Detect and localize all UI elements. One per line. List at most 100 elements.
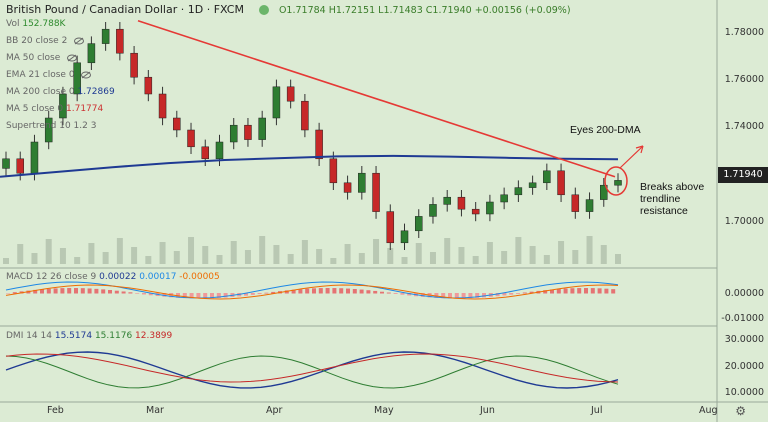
legend-ema21[interactable]: EMA 21 close 0 (6, 70, 92, 80)
volume-bar (3, 258, 9, 264)
macd-histogram-bar (128, 292, 133, 294)
candle-body (59, 93, 67, 119)
candle-body (471, 208, 480, 215)
volume-bar (188, 237, 195, 264)
ma200-value: 1.72869 (77, 87, 115, 97)
macd-histogram-bar (516, 293, 520, 294)
macd-histogram-bar (332, 288, 337, 294)
ma5-value: 1.71774 (66, 104, 104, 114)
volume-bar (429, 252, 436, 264)
macd-histogram-bar (550, 289, 554, 294)
legend-bb[interactable]: BB 20 close 2 (6, 36, 85, 46)
macd-histogram-bar (87, 288, 92, 294)
price-tick: 1.76000 (724, 74, 764, 85)
macd-histogram-bar (257, 293, 262, 295)
legend-supertrend[interactable]: Supertrend 10 1.2 3 (6, 121, 97, 131)
candle-body (2, 158, 10, 169)
macd-histogram-bar (74, 288, 78, 294)
volume-bar (401, 257, 408, 264)
annotation-breaks: Breaks above trendline resistance (640, 181, 705, 217)
volume-bar (501, 251, 508, 264)
hidden-eye-icon[interactable] (67, 54, 78, 62)
volume-bar (316, 249, 323, 264)
volume-bar (529, 246, 536, 264)
macd-histogram-bar (556, 288, 561, 294)
descending-trendline (137, 20, 616, 178)
macd-histogram-bar (162, 293, 167, 297)
date-label: Apr (266, 405, 283, 416)
legend-ma200[interactable]: MA 200 close 0 1.72869 (6, 87, 115, 97)
macd-histogram-bar (250, 293, 255, 295)
macd-histogram-bar (6, 293, 10, 294)
macd-histogram-bar (420, 293, 425, 297)
candle-body (400, 230, 409, 244)
volume-bar (273, 245, 280, 264)
volume-bar (558, 241, 565, 264)
macd-histogram-bar (509, 293, 514, 295)
candle-body (500, 194, 508, 203)
volume-bar (202, 246, 209, 264)
candle-body (514, 187, 523, 196)
macd-histogram-bar (142, 293, 146, 295)
volume-bar (259, 236, 266, 264)
hidden-eye-icon[interactable] (74, 37, 85, 45)
macd-histogram-bar (291, 289, 296, 294)
volume-bar (287, 254, 294, 264)
candle-body (543, 170, 551, 184)
price-tick: 1.78000 (724, 27, 764, 38)
candle-body (457, 196, 466, 210)
candle-body (429, 204, 437, 217)
candle-body (215, 141, 224, 160)
volume-bar (486, 242, 493, 264)
volume-bar (472, 256, 479, 264)
volume-bar (301, 240, 308, 264)
candle-body (372, 172, 380, 212)
volume-bar (74, 257, 81, 264)
symbol-title: British Pound / Canadian Dollar · 1D · F… (6, 3, 244, 16)
macd-histogram-bar (434, 293, 439, 298)
target-arrow (619, 145, 644, 169)
volume-bar (330, 258, 337, 264)
candle-body (44, 117, 53, 143)
volume-bar (244, 250, 251, 264)
macd-histogram-bar (94, 288, 99, 294)
legend-ma50[interactable]: MA 50 close (6, 53, 78, 63)
candle-body (229, 124, 238, 143)
macd-histogram-bar (244, 293, 248, 296)
volume-bar (159, 242, 166, 264)
macd-histogram-bar (604, 288, 609, 294)
settings-gear-icon[interactable]: ⚙ (735, 404, 746, 418)
macd-histogram-bar (393, 293, 398, 294)
macd-legend[interactable]: MACD 12 26 close 9 0.00022 0.00017 -0.00… (6, 272, 220, 282)
last-price-badge: 1.71940 (718, 167, 768, 183)
macd-histogram-bar (182, 293, 187, 299)
ohlc-readout: O1.71784 H1.72151 L1.71483 C1.71940 +0.0… (278, 5, 571, 16)
macd-histogram-bar (502, 293, 507, 296)
candle-body (258, 117, 266, 140)
volume-bar (230, 241, 237, 264)
macd-histogram-bar (366, 290, 371, 294)
candle-body (144, 76, 153, 95)
macd-histogram-bar (373, 290, 378, 294)
macd-histogram-bar (284, 290, 289, 294)
candle-body (301, 100, 309, 131)
dmi-legend[interactable]: DMI 14 14 15.5174 15.1176 12.3899 (6, 331, 173, 341)
macd-histogram-bar (407, 293, 412, 296)
date-label: Feb (47, 405, 64, 416)
volume-bar (515, 237, 522, 264)
volume-bar (17, 244, 24, 264)
legend-vol[interactable]: Vol 152.788K (6, 19, 66, 29)
candle-body (358, 172, 366, 193)
volume-bar (387, 248, 394, 264)
macd-histogram-bar (325, 288, 330, 294)
volume-bar (216, 255, 223, 264)
legend-ma5[interactable]: MA 5 close 0 1.71774 (6, 104, 104, 114)
macd-histogram-bar (597, 288, 602, 294)
macd-histogram-bar (101, 289, 106, 294)
price-tick: 1.74000 (724, 121, 764, 132)
macd-tick: 0.00000 (724, 288, 764, 299)
macd-histogram-bar (189, 293, 194, 299)
hidden-eye-icon[interactable] (81, 71, 92, 79)
candle-body (73, 62, 81, 95)
